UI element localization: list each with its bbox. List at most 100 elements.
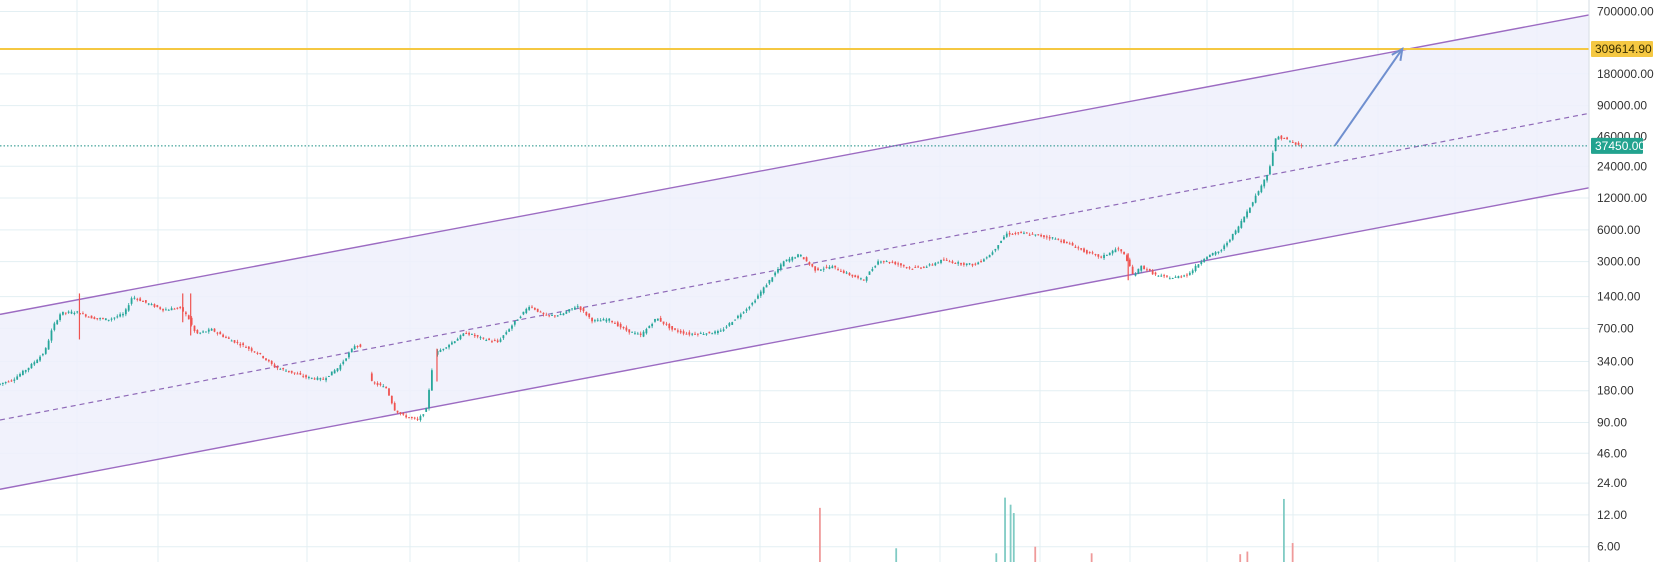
candle-body bbox=[62, 311, 64, 315]
candle-body bbox=[345, 358, 347, 361]
candle-body bbox=[997, 245, 1000, 249]
candle-body bbox=[479, 337, 482, 339]
arrow-shaft[interactable] bbox=[1333, 48, 1404, 147]
candle-body bbox=[891, 261, 894, 263]
candle-body bbox=[571, 308, 573, 310]
candle-body bbox=[1040, 234, 1043, 237]
candle-body bbox=[665, 323, 668, 325]
candle-body bbox=[1271, 152, 1274, 166]
candle-body bbox=[553, 315, 556, 317]
candle-body bbox=[96, 318, 99, 320]
candle-body bbox=[988, 255, 991, 258]
horizontal-lines[interactable] bbox=[0, 47, 1589, 147]
candle-body bbox=[1217, 251, 1220, 253]
candle-body bbox=[196, 329, 199, 334]
channel-lower-line[interactable] bbox=[0, 187, 1590, 490]
candle-body bbox=[1008, 232, 1011, 235]
candle-body bbox=[1045, 236, 1048, 238]
candle-body bbox=[1020, 232, 1022, 234]
y-tick-label: 700000.00 bbox=[1597, 5, 1654, 19]
candle-body bbox=[1123, 252, 1125, 255]
candle-body bbox=[93, 317, 96, 320]
candle-body bbox=[448, 344, 450, 348]
candle-body bbox=[1097, 254, 1100, 257]
candle-body bbox=[1074, 246, 1077, 248]
target-price-label: 309614.90 bbox=[1595, 42, 1652, 56]
candle-body bbox=[1254, 195, 1257, 203]
candle-body bbox=[1291, 141, 1294, 143]
candle-body bbox=[1154, 272, 1157, 275]
candle-body bbox=[894, 261, 897, 265]
y-tick-label: 90000.00 bbox=[1597, 99, 1647, 113]
candle-body bbox=[699, 332, 702, 334]
candle-body bbox=[1297, 142, 1300, 145]
candlestick-series[interactable] bbox=[0, 135, 1303, 422]
candle-body bbox=[782, 261, 785, 267]
candle-body bbox=[1274, 138, 1277, 151]
candle-body bbox=[1183, 275, 1186, 277]
candle-body bbox=[639, 333, 642, 335]
candle-body bbox=[945, 259, 948, 261]
candle-body bbox=[1131, 266, 1134, 274]
candle-body bbox=[719, 330, 722, 332]
candle-body bbox=[205, 331, 207, 333]
candle-body bbox=[102, 318, 104, 320]
candle-body bbox=[1088, 251, 1091, 253]
candle-body bbox=[179, 306, 182, 308]
candle-body bbox=[239, 343, 242, 346]
candle-body bbox=[370, 373, 373, 381]
candle-body bbox=[880, 261, 882, 263]
candle-body bbox=[1037, 234, 1040, 236]
candle-body bbox=[977, 262, 980, 265]
candle-body bbox=[493, 340, 496, 342]
y-tick-label: 700.00 bbox=[1597, 321, 1634, 335]
candle-body bbox=[282, 368, 285, 370]
candle-body bbox=[1283, 137, 1286, 139]
candle-body bbox=[711, 333, 714, 335]
candle-body bbox=[190, 317, 193, 325]
candle-body bbox=[802, 257, 805, 260]
y-tick-label: 24000.00 bbox=[1597, 159, 1647, 173]
channel-upper-line[interactable] bbox=[0, 14, 1590, 316]
candle-body bbox=[79, 313, 81, 315]
candle-body bbox=[439, 349, 442, 352]
candle-body bbox=[654, 318, 656, 322]
candle-body bbox=[399, 412, 402, 414]
candle-body bbox=[359, 344, 362, 347]
candle-body bbox=[1077, 247, 1080, 249]
candle-body bbox=[47, 340, 50, 350]
candle-body bbox=[276, 366, 279, 369]
candle-body bbox=[502, 335, 505, 339]
candle-body bbox=[937, 262, 940, 264]
price-axis[interactable]: 46000.00700000.00180000.0090000.0024000.… bbox=[1588, 0, 1659, 562]
candle-body bbox=[144, 300, 147, 303]
candle-body bbox=[122, 313, 124, 316]
candle-body bbox=[162, 308, 164, 311]
candle-body bbox=[1200, 261, 1203, 265]
candle-body bbox=[513, 321, 516, 325]
candle-body bbox=[1289, 141, 1291, 143]
candle-body bbox=[682, 331, 685, 334]
candle-body bbox=[768, 279, 771, 284]
candle-body bbox=[705, 333, 708, 335]
candle-body bbox=[948, 261, 951, 263]
candle-body bbox=[410, 416, 413, 418]
candle-body bbox=[556, 315, 559, 317]
candle-body bbox=[382, 386, 385, 388]
candle-body bbox=[797, 254, 799, 258]
candle-body bbox=[965, 263, 968, 265]
candle-body bbox=[199, 332, 202, 334]
candle-body bbox=[1194, 265, 1197, 271]
regression-channel[interactable] bbox=[0, 14, 1590, 490]
candle-body bbox=[390, 395, 393, 404]
candle-body bbox=[788, 258, 791, 262]
candle-body bbox=[671, 326, 674, 330]
candle-body bbox=[24, 370, 27, 372]
price-tags: 309614.90 37450.00 bbox=[1591, 40, 1653, 154]
channel-fill bbox=[0, 14, 1589, 490]
y-tick-label: 46.00 bbox=[1597, 446, 1627, 460]
candle-body bbox=[319, 378, 322, 380]
projection-arrow[interactable] bbox=[1333, 47, 1404, 147]
candle-body bbox=[548, 315, 551, 317]
